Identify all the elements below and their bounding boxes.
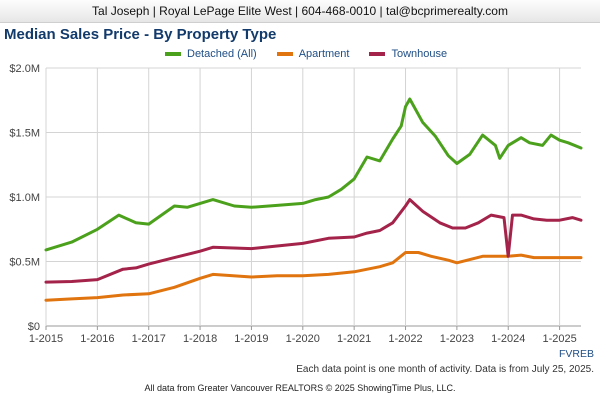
y-tick-label: $1.0M	[9, 192, 40, 204]
x-tick-label: 1-2016	[80, 333, 114, 345]
data-note: Each data point is one month of activity…	[296, 364, 594, 375]
x-tick-label: 1-2015	[29, 333, 63, 345]
legend-item-apartment: Apartment	[276, 48, 350, 60]
x-tick-label: 1-2019	[234, 333, 268, 345]
y-tick-label: $2.0M	[9, 63, 40, 75]
x-tick-label: 1-2023	[440, 333, 474, 345]
legend-item-detached: Detached (All)	[165, 48, 257, 60]
x-tick-label: 1-2020	[286, 333, 320, 345]
legend-swatch-detached	[165, 52, 181, 56]
y-tick-label: $1.5M	[9, 128, 40, 140]
x-tick-label: 1-2025	[542, 333, 576, 345]
legend-swatch-townhouse	[369, 52, 386, 56]
x-tick-label: 1-2017	[132, 333, 166, 345]
legend-label-detached: Detached (All)	[187, 48, 257, 60]
source-label: FVREB	[558, 348, 594, 360]
agent-contact-text: Tal Joseph | Royal LePage Elite West | 6…	[92, 4, 508, 18]
x-tick-label: 1-2018	[183, 333, 217, 345]
chart-legend: Detached (All) Apartment Townhouse	[165, 46, 447, 62]
x-tick-label: 1-2022	[388, 333, 422, 345]
series-line-townhouse	[44, 198, 583, 284]
chart-title: Median Sales Price - By Property Type	[4, 26, 277, 43]
legend-label-townhouse: Townhouse	[391, 48, 448, 60]
legend-item-townhouse: Townhouse	[369, 48, 447, 60]
legend-label-apartment: Apartment	[298, 48, 350, 60]
x-tick-label: 1-2021	[337, 333, 371, 345]
series-line-apartment	[44, 251, 583, 302]
footer-credit: All data from Greater Vancouver REALTORS…	[144, 383, 456, 393]
series-line-detached-all	[44, 97, 583, 252]
y-tick-label: $0	[28, 321, 40, 333]
y-tick-label: $0.5M	[9, 257, 40, 269]
legend-swatch-apartment	[276, 52, 293, 56]
x-tick-label: 1-2024	[491, 333, 525, 345]
agent-contact-header: Tal Joseph | Royal LePage Elite West | 6…	[0, 0, 600, 23]
